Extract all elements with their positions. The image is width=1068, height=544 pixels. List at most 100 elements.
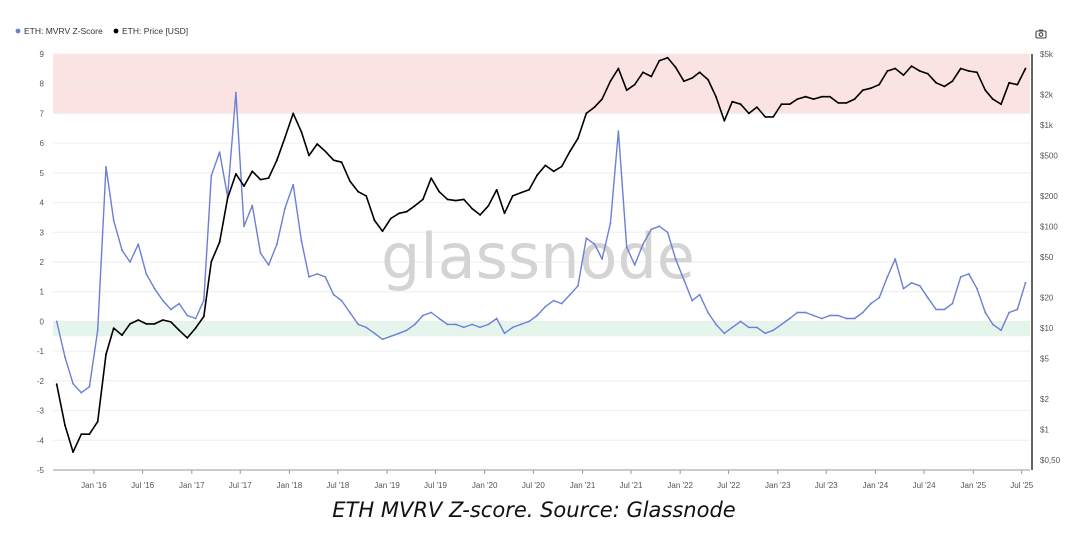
price-point — [650, 75, 653, 78]
y-left-tick-label: 7 — [40, 109, 45, 118]
y-right-tick-label: $2 — [1040, 395, 1049, 404]
y-left-tick-label: 9 — [40, 50, 45, 59]
price-point — [389, 217, 392, 220]
price-point — [162, 319, 164, 321]
price-point — [80, 433, 83, 436]
price-point — [707, 78, 709, 81]
price-point — [64, 424, 66, 427]
price-point — [55, 383, 58, 386]
price-point — [633, 83, 636, 86]
zscore-point — [446, 323, 449, 326]
zscore-point — [870, 302, 872, 305]
price-point — [276, 159, 278, 162]
camera-icon[interactable] — [1035, 29, 1047, 39]
zscore-point — [243, 225, 245, 228]
price-point — [137, 319, 140, 321]
price-point — [698, 71, 701, 74]
price-point — [487, 204, 490, 207]
price-point — [967, 70, 970, 72]
price-point — [756, 106, 758, 108]
y-left-tick-label: 5 — [40, 169, 45, 178]
price-point — [259, 178, 262, 181]
figure-caption: ETH MVRV Z-score. Source: Glassnode — [332, 498, 736, 522]
price-point — [625, 89, 628, 92]
zscore-point — [389, 335, 392, 338]
zscore-point — [194, 317, 197, 320]
zscore-point — [625, 246, 628, 249]
zscore-point — [64, 356, 66, 358]
price-point — [454, 199, 457, 202]
zscore-point — [878, 296, 881, 299]
price-point — [683, 80, 685, 83]
legend-price-label[interactable]: ETH: Price [USD] — [122, 26, 188, 36]
zscore-point — [235, 91, 237, 94]
legend[interactable]: ETH: MVRV Z-Score ETH: Price [USD] — [15, 26, 189, 36]
price-point — [235, 173, 237, 175]
zscore-point — [683, 278, 685, 281]
zscore-point — [251, 204, 254, 207]
price-point — [536, 174, 538, 177]
zscore-point — [324, 276, 327, 278]
zscore-point — [951, 302, 954, 305]
price-point — [121, 334, 123, 337]
price-point — [853, 98, 856, 100]
zscore-point — [1000, 329, 1002, 332]
x-tick-label: Jan '23 — [765, 481, 791, 490]
zscore-point — [959, 276, 962, 278]
price-point — [145, 323, 148, 325]
price-point — [878, 83, 881, 86]
zscore-point — [577, 284, 579, 287]
zscore-point — [430, 311, 433, 314]
y-left-tick-label: -3 — [37, 407, 45, 416]
x-tick-label: Jan '24 — [863, 481, 889, 490]
zscore-point — [853, 317, 856, 320]
legend-price-marker — [113, 28, 119, 34]
zscore-point — [650, 228, 653, 231]
zone-bands — [53, 54, 1030, 337]
zscore-point — [105, 166, 107, 168]
zscore-point — [145, 273, 148, 275]
price-point — [511, 195, 514, 197]
zscore-point — [178, 302, 181, 305]
legend-zscore-label[interactable]: ETH: MVRV Z-Score — [24, 26, 103, 36]
price-point — [438, 190, 441, 193]
zscore-point — [276, 243, 278, 246]
price-point — [569, 150, 571, 153]
axes: 9 8 7 6 5 4 3 2 1 0 -1 -2 -3 -4 -5 $5k $2k $1k $500 $200 $10… — [37, 50, 1061, 490]
zscore-point — [886, 276, 889, 278]
zscore-point — [511, 326, 514, 329]
x-tick-label: Jan '18 — [277, 481, 303, 490]
price-point — [194, 327, 197, 329]
price-point — [1008, 81, 1010, 84]
zscore-point — [381, 338, 384, 341]
zscore-point — [935, 308, 937, 311]
price-point — [405, 210, 408, 213]
x-tick-label: Jan '20 — [472, 481, 498, 490]
zscore-point — [756, 326, 758, 329]
x-tick-label: Jul '16 — [131, 481, 154, 490]
zscore-point — [821, 317, 823, 320]
price-point — [715, 95, 717, 98]
y-right-tick-label: $50 — [1040, 253, 1054, 262]
price-point — [153, 323, 156, 325]
price-point — [593, 106, 596, 108]
x-tick-label: Jul '19 — [424, 481, 447, 490]
watermark: glassnode — [381, 220, 695, 293]
y-left-tick-label: -5 — [37, 466, 45, 475]
y-right-tick-label: $200 — [1040, 192, 1058, 201]
price-point — [764, 116, 767, 118]
zscore-point — [967, 273, 970, 275]
x-tick-label: Jan '25 — [961, 481, 987, 490]
zscore-point — [202, 299, 205, 302]
x-tick-label: Jan '19 — [374, 481, 400, 490]
zscore-point — [788, 317, 791, 320]
zscore-point — [780, 323, 783, 326]
x-tick-label: Jul '25 — [1010, 481, 1033, 490]
zscore-point — [642, 243, 644, 246]
zscore-point — [519, 323, 522, 326]
price-point — [943, 85, 946, 88]
price-point — [691, 77, 694, 79]
zscore-point — [121, 249, 123, 252]
zscore-point — [569, 293, 571, 296]
zscore-point — [894, 258, 897, 260]
